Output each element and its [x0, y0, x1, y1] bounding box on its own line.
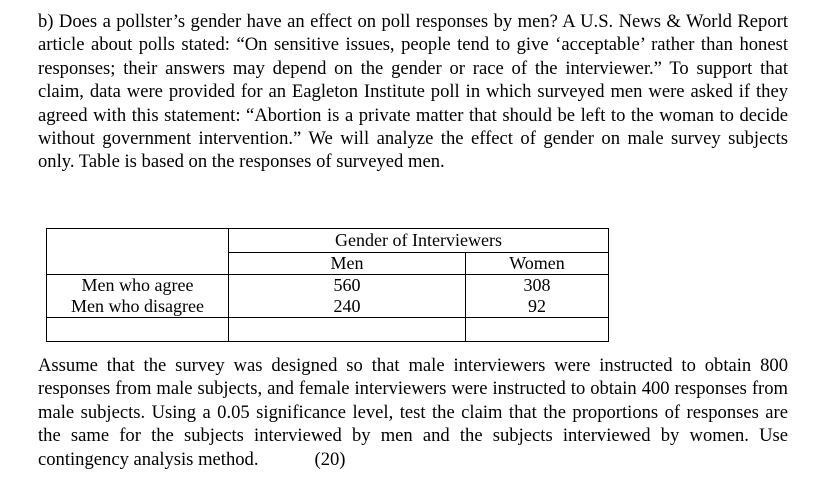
row-label-disagree: Men who disagree	[71, 296, 204, 316]
column-header-women: Women	[465, 252, 609, 275]
question-intro: b) Does a pollster’s gender have an effe…	[38, 11, 788, 173]
table-corner-cell	[46, 228, 229, 275]
question-outro-text: Assume that the survey was designed so t…	[38, 355, 788, 470]
points-label: (20)	[314, 448, 346, 470]
contingency-table: Gender of Interviewers Men Women Men who…	[46, 228, 609, 342]
row-labels-cell: Men who agree Men who disagree	[46, 274, 229, 318]
empty-cell	[46, 317, 229, 342]
women-values-cell: 308 92	[465, 274, 609, 318]
question-outro: Assume that the survey was designed so t…	[38, 354, 788, 471]
men-values-cell: 560 240	[228, 274, 466, 318]
empty-cell	[465, 317, 609, 342]
group-header: Gender of Interviewers	[228, 228, 609, 253]
empty-cell	[228, 317, 466, 342]
value-disagree-men: 240	[333, 296, 361, 316]
row-label-agree: Men who agree	[81, 275, 194, 295]
value-disagree-women: 92	[528, 296, 546, 316]
value-agree-men: 560	[333, 275, 361, 295]
column-header-men: Men	[228, 252, 466, 275]
value-agree-women: 308	[523, 275, 551, 295]
